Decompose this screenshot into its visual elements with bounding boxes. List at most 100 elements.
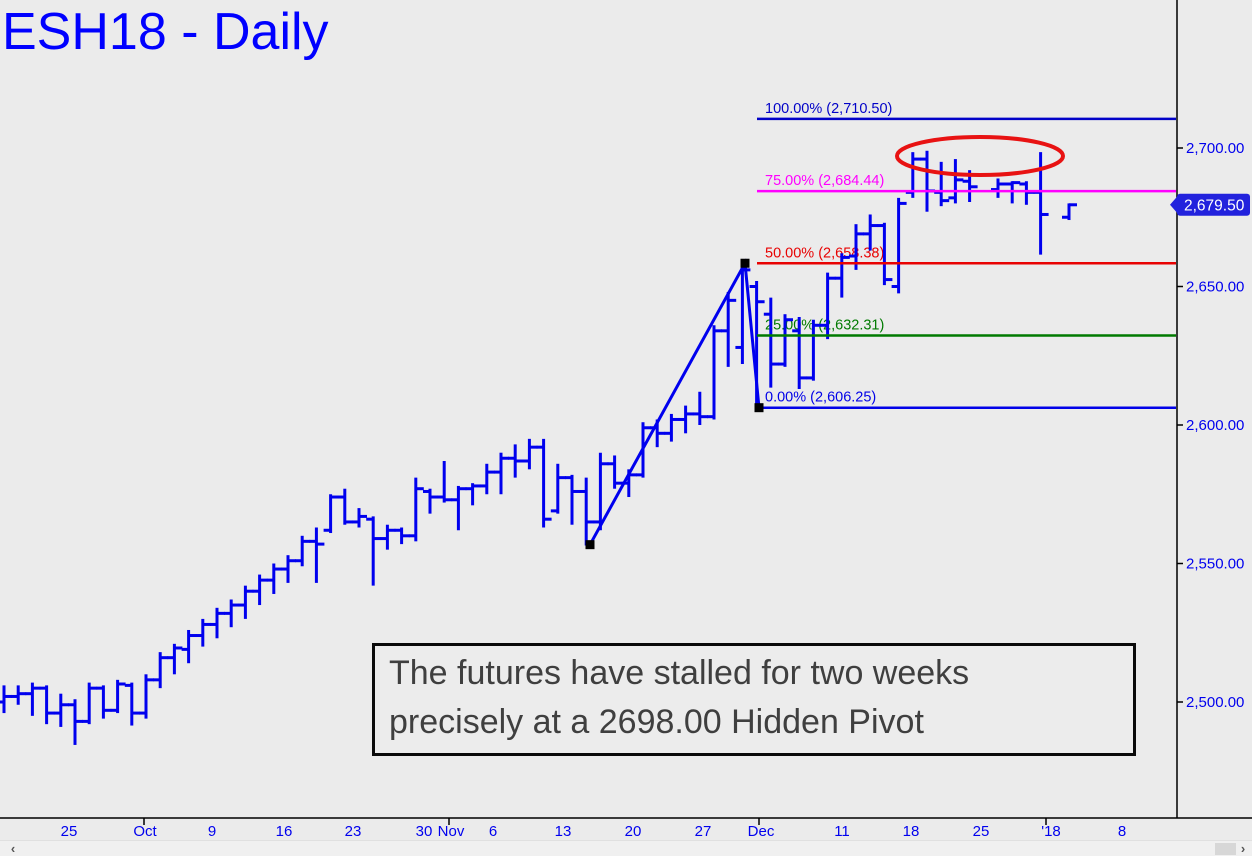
- price-bar: [167, 643, 183, 675]
- price-bar: [451, 485, 467, 531]
- price-bar: [238, 585, 254, 619]
- date-axis-label: '18: [1041, 823, 1061, 840]
- price-bar: [25, 682, 41, 716]
- price-bar: [934, 161, 950, 207]
- trendline-handle-2[interactable]: [754, 403, 764, 413]
- annotation-line-1: The futures have stalled for two weeks: [389, 654, 970, 692]
- price-bar: [778, 314, 793, 367]
- price-bar: [948, 159, 964, 204]
- current-price-label: 2,679.50: [1184, 197, 1245, 214]
- date-axis-label: 20: [625, 823, 642, 840]
- scrollbar-thumb[interactable]: [1215, 843, 1236, 855]
- horizontal-scrollbar[interactable]: ‹ ›: [0, 840, 1252, 856]
- scroll-right-arrow-icon[interactable]: ›: [1240, 841, 1246, 856]
- price-bar: [82, 682, 98, 725]
- price-bar: [479, 463, 495, 495]
- price-bar: [678, 405, 694, 434]
- price-bar: [1062, 203, 1077, 221]
- price-bar: [224, 599, 240, 628]
- price-bar: [792, 316, 808, 389]
- date-axis-label: Dec: [748, 823, 775, 840]
- price-bar: [423, 488, 438, 514]
- price-bar: [522, 438, 538, 470]
- price-axis-label: 2,500.00: [1186, 694, 1244, 711]
- date-axis-label: 18: [903, 823, 920, 840]
- price-bar: [920, 150, 935, 212]
- date-axis-label: 8: [1118, 823, 1126, 840]
- price-bar: [834, 253, 850, 298]
- annotation-line-2: precisely at a 2698.00 Hidden Pivot: [389, 703, 924, 741]
- price-bar: [380, 524, 396, 550]
- fib-level-label-75: 75.00% (2,684.44): [765, 173, 884, 189]
- price-bar: [352, 508, 367, 528]
- price-bar: [565, 474, 580, 525]
- price-bar: [891, 197, 907, 294]
- price-bar: [181, 629, 197, 664]
- date-axis-label: Nov: [438, 823, 465, 840]
- price-bar: [11, 685, 27, 705]
- date-axis-label: Oct: [133, 823, 157, 840]
- price-bar: [692, 391, 708, 425]
- price-bar: [863, 214, 879, 251]
- price-bar: [806, 319, 822, 381]
- annotation-box[interactable]: The futures have stalled for two weeks p…: [372, 643, 1136, 756]
- price-bar: [295, 535, 311, 567]
- price-axis-label: 2,600.00: [1186, 417, 1244, 434]
- price-bar: [991, 178, 1006, 198]
- trendline-handle-0[interactable]: [585, 540, 595, 550]
- scroll-left-arrow-icon[interactable]: ‹: [10, 841, 16, 856]
- date-axis-label: 11: [834, 823, 850, 840]
- price-bar: [323, 494, 339, 534]
- price-bar: [96, 685, 112, 719]
- fib-level-label-100: 100.00% (2,710.50): [765, 101, 892, 117]
- price-bar: [607, 455, 623, 489]
- price-bar: [53, 693, 69, 727]
- current-price-marker: 2,679.50: [1170, 193, 1250, 216]
- price-bar: [337, 488, 353, 525]
- price-bar: [110, 679, 126, 714]
- trendline-handle-1[interactable]: [740, 258, 750, 268]
- date-axis-label: 6: [489, 823, 497, 840]
- price-bar: [266, 563, 282, 594]
- price-bar: [579, 477, 595, 546]
- price-bar: [0, 685, 12, 714]
- fib-level-label-50: 50.00% (2,658.38): [765, 245, 884, 261]
- date-axis-label: 27: [695, 823, 712, 840]
- date-axis-label: 9: [208, 823, 216, 840]
- price-bar: [281, 555, 296, 583]
- price-bar: [820, 272, 836, 340]
- price-bar: [309, 527, 325, 583]
- price-bar: [68, 699, 83, 745]
- chart-title: ESH18 - Daily: [2, 3, 329, 61]
- price-bar: [437, 461, 453, 503]
- date-axis-label: 16: [276, 823, 293, 840]
- price-bar: [465, 483, 481, 506]
- price-axis-label: 2,550.00: [1186, 556, 1244, 573]
- price-bar: [408, 477, 424, 542]
- price-bar: [664, 413, 680, 442]
- abc-trendline[interactable]: [588, 258, 761, 546]
- price-bar: [153, 652, 169, 689]
- price-bar: [252, 574, 268, 606]
- price-bar: [508, 444, 524, 478]
- price-bar: [721, 292, 737, 367]
- price-bar: [210, 607, 225, 639]
- price-bar: [39, 685, 55, 725]
- price-bar: [536, 438, 552, 528]
- date-axis-label: 25: [61, 823, 78, 840]
- price-bar: [877, 222, 893, 286]
- date-axis-label: 23: [345, 823, 362, 840]
- date-axis-label: 25: [973, 823, 990, 840]
- fib-level-label-0: 0.00% (2,606.25): [765, 390, 876, 406]
- price-bar: [494, 452, 509, 495]
- price-bar: [707, 325, 722, 420]
- date-axis-label: 30: [416, 823, 433, 840]
- price-axis-label: 2,650.00: [1186, 279, 1244, 296]
- price-bar: [550, 463, 566, 514]
- price-bar: [394, 527, 410, 545]
- price-bar: [763, 297, 779, 388]
- highlight-ellipse[interactable]: [895, 135, 1065, 177]
- price-bar: [139, 674, 154, 719]
